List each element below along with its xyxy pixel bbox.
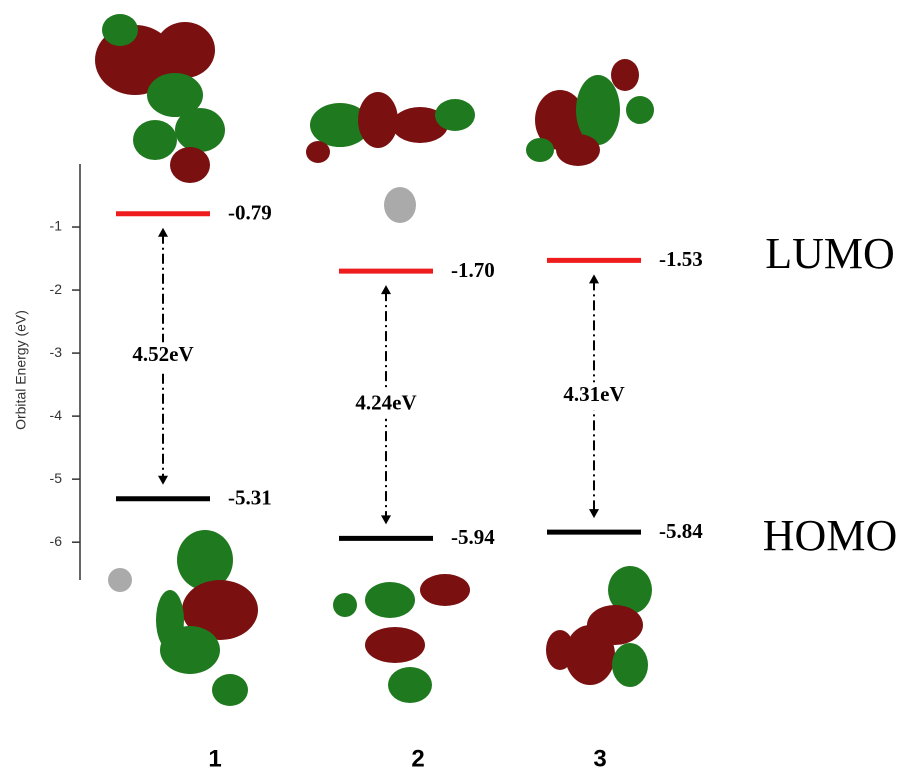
- y-tick-label: -3: [50, 344, 63, 360]
- arrow-head: [589, 274, 599, 283]
- value-label: -5.84: [659, 519, 703, 543]
- orbital-label: LUMO: [765, 229, 895, 278]
- value-label: -0.79: [228, 201, 272, 225]
- orbital-label: HOMO: [763, 511, 897, 560]
- category-label: 3: [593, 745, 606, 772]
- gap-label: 4.24eV: [355, 391, 416, 415]
- y-tick-label: -2: [50, 281, 63, 297]
- chart: Orbital Energy (eV) -1 -2 -3 -4 -5 -6 -0.79 -1.…: [0, 0, 909, 773]
- arrow-head: [589, 509, 599, 518]
- value-label: -5.31: [228, 486, 272, 510]
- y-tick-label: -5: [50, 470, 63, 486]
- arrow-head: [158, 476, 168, 485]
- arrow-head: [158, 228, 168, 237]
- homo-orbital-2: [333, 574, 470, 703]
- value-label: -1.70: [451, 258, 495, 282]
- gap-label: 4.52eV: [132, 342, 193, 366]
- homo-orbital-3: [546, 566, 652, 687]
- gap-label: 4.31eV: [563, 382, 624, 406]
- category-label: 2: [411, 745, 424, 772]
- y-axis-label: Orbital Energy (eV): [13, 310, 29, 430]
- homo-orbital-1: [108, 530, 258, 706]
- y-tick-label: -1: [50, 218, 63, 234]
- lumo-orbital-1: [95, 14, 225, 183]
- y-tick-label: -6: [50, 533, 63, 549]
- value-label: -5.94: [451, 525, 495, 549]
- y-tick-label: -4: [50, 407, 63, 423]
- value-label: -1.53: [659, 247, 703, 271]
- lumo-orbital-2: [306, 92, 475, 223]
- category-label: 1: [208, 745, 221, 772]
- lumo-orbital-3: [526, 59, 654, 166]
- arrow-head: [381, 515, 391, 524]
- arrow-head: [381, 285, 391, 294]
